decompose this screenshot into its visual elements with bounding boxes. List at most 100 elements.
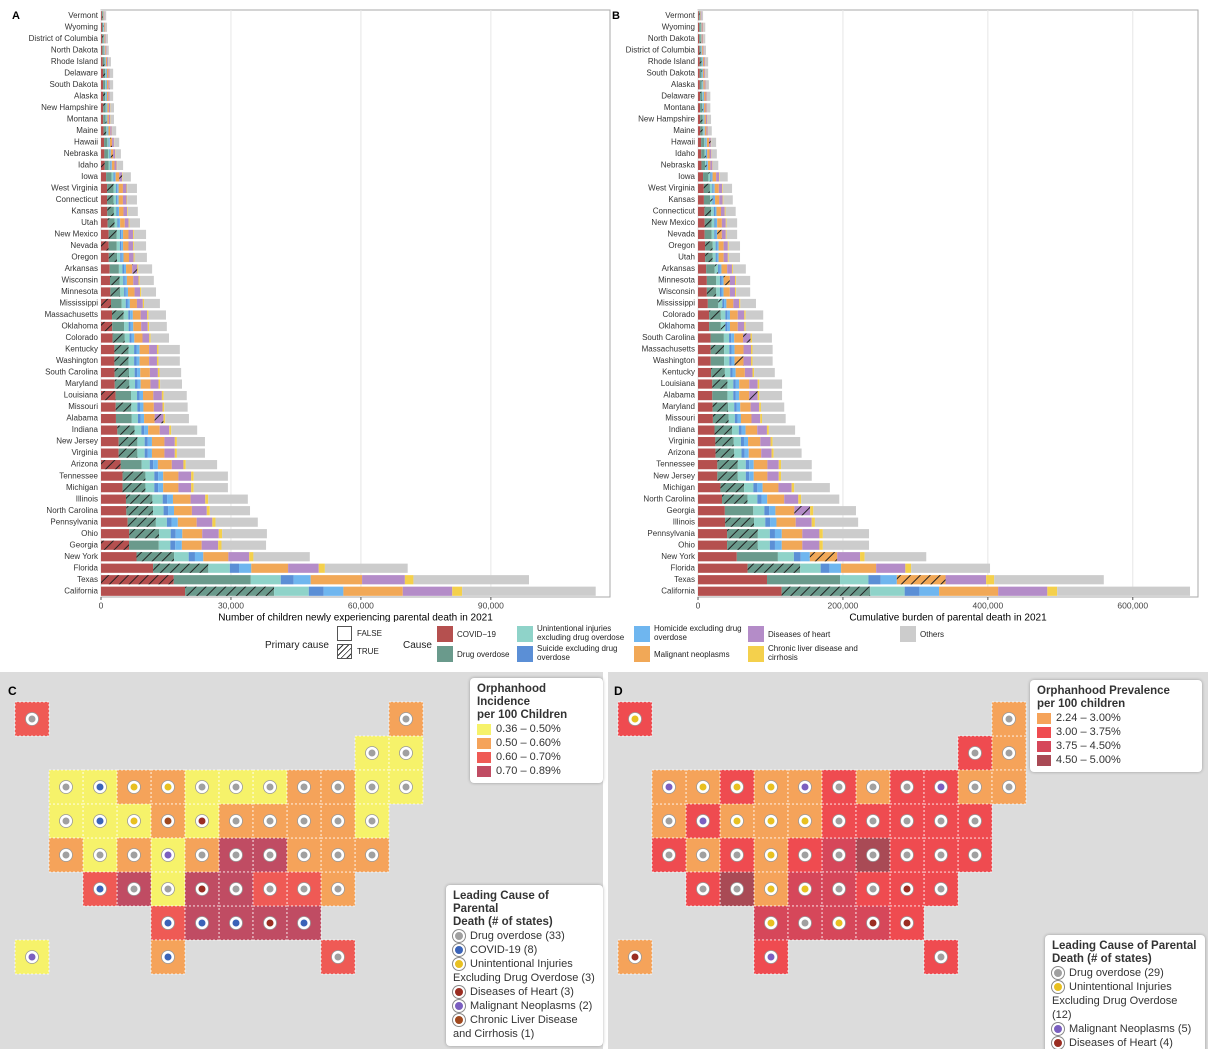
bar-segment xyxy=(712,241,716,251)
bar-segment xyxy=(739,298,741,309)
state-tile xyxy=(889,803,925,839)
y-tick-label: New Hampshire xyxy=(41,103,98,112)
bar-segment xyxy=(905,563,912,573)
bar-segment xyxy=(132,229,134,240)
cause-icon-core xyxy=(96,783,104,791)
primary-hatch xyxy=(125,494,153,504)
cause-icon-core xyxy=(869,919,877,927)
bar-segment xyxy=(715,252,717,263)
y-tick-label: New York xyxy=(64,552,99,561)
bar-segment xyxy=(761,448,772,458)
bar-segment xyxy=(698,425,715,435)
bar-segment xyxy=(740,402,751,412)
bar-segment xyxy=(711,172,713,182)
bar-segment xyxy=(762,483,779,493)
primary-hatch xyxy=(700,114,703,124)
bar-segment xyxy=(127,195,137,205)
cause-icon-core xyxy=(665,783,673,791)
cause-icon-core xyxy=(266,783,274,791)
bar-segment xyxy=(813,506,856,516)
bar-segment xyxy=(127,183,137,194)
bar-segment xyxy=(117,218,119,228)
bar-segment xyxy=(703,80,705,90)
cause-icon-core xyxy=(164,919,172,927)
bar-segment xyxy=(714,206,717,217)
cause-icon-core xyxy=(300,919,308,927)
bar-segment xyxy=(736,287,751,297)
bar-segment xyxy=(208,563,230,573)
bar-segment xyxy=(144,413,155,424)
bar-segment xyxy=(168,506,175,516)
bar-segment xyxy=(698,183,704,194)
primary-hatch xyxy=(114,379,130,389)
bar-segment xyxy=(711,206,714,217)
bar-segment xyxy=(698,379,713,389)
bar-segment xyxy=(718,183,723,194)
y-tick-label: Rhode Island xyxy=(51,57,98,66)
bar-segment xyxy=(731,356,735,366)
bar-segment xyxy=(119,229,122,240)
bar-segment xyxy=(870,586,905,596)
bar-segment xyxy=(118,264,123,274)
bar-segment xyxy=(706,137,710,147)
legend-row: Excluding Drug Overdose (12) xyxy=(1052,994,1198,1022)
y-tick-label: Pennsylvania xyxy=(647,529,695,538)
bar-segment xyxy=(723,333,730,343)
primary-hatch xyxy=(706,287,717,297)
bar-segment xyxy=(158,344,180,355)
bar-segment xyxy=(822,529,870,539)
primary-hatch xyxy=(108,252,118,263)
bar-segment xyxy=(771,448,774,458)
bar-segment xyxy=(734,448,742,458)
y-tick-label: New Mexico xyxy=(54,230,98,239)
bar-segment xyxy=(122,172,131,182)
bar-segment xyxy=(750,333,752,343)
bar-segment xyxy=(706,103,711,113)
bar-segment xyxy=(114,137,120,147)
bar-segment xyxy=(753,506,765,516)
primary-hatch xyxy=(122,471,146,481)
legend-swatch xyxy=(337,626,352,641)
bar-segment xyxy=(904,586,920,596)
bar-segment xyxy=(140,287,142,297)
cause-icon-core xyxy=(903,783,911,791)
bar-segment xyxy=(103,11,105,21)
bar-segment xyxy=(698,160,702,170)
bar-segment xyxy=(452,586,463,596)
y-tick-label: California xyxy=(661,586,695,595)
state-tile xyxy=(388,701,424,737)
bar-segment xyxy=(114,160,117,170)
bar-segment xyxy=(718,252,724,263)
bar-segment xyxy=(118,218,121,228)
cause-icon-core xyxy=(164,783,172,791)
bar-segment xyxy=(104,45,106,55)
bar-segment xyxy=(103,114,106,124)
bar-segment xyxy=(739,390,750,401)
primary-hatch xyxy=(132,264,138,274)
bar-segment xyxy=(706,91,711,101)
bar-segment xyxy=(128,356,135,366)
bar-segment xyxy=(724,298,727,309)
bar-segment xyxy=(177,517,197,527)
bar-segment xyxy=(702,57,705,67)
cause-icon-core xyxy=(937,783,945,791)
bar-segment xyxy=(109,80,114,90)
bar-segment xyxy=(714,229,716,240)
bar-segment xyxy=(134,344,137,355)
bar-segment xyxy=(820,563,830,573)
bar-segment xyxy=(737,321,745,332)
bar-segment xyxy=(704,103,706,113)
bar-segment xyxy=(140,310,148,320)
bar-segment xyxy=(274,586,309,596)
bar-segment xyxy=(703,34,706,44)
bar-segment xyxy=(144,425,149,435)
primary-hatch xyxy=(112,310,124,320)
bar-segment xyxy=(698,298,708,309)
bar-segment xyxy=(120,460,142,470)
bar-segment xyxy=(115,172,120,182)
bar-segment xyxy=(120,287,125,297)
bar-segment xyxy=(147,448,152,458)
bar-segment xyxy=(102,45,104,55)
legend-row: Excluding Drug Overdose (3) xyxy=(453,971,596,985)
cause-icon-core xyxy=(266,885,274,893)
